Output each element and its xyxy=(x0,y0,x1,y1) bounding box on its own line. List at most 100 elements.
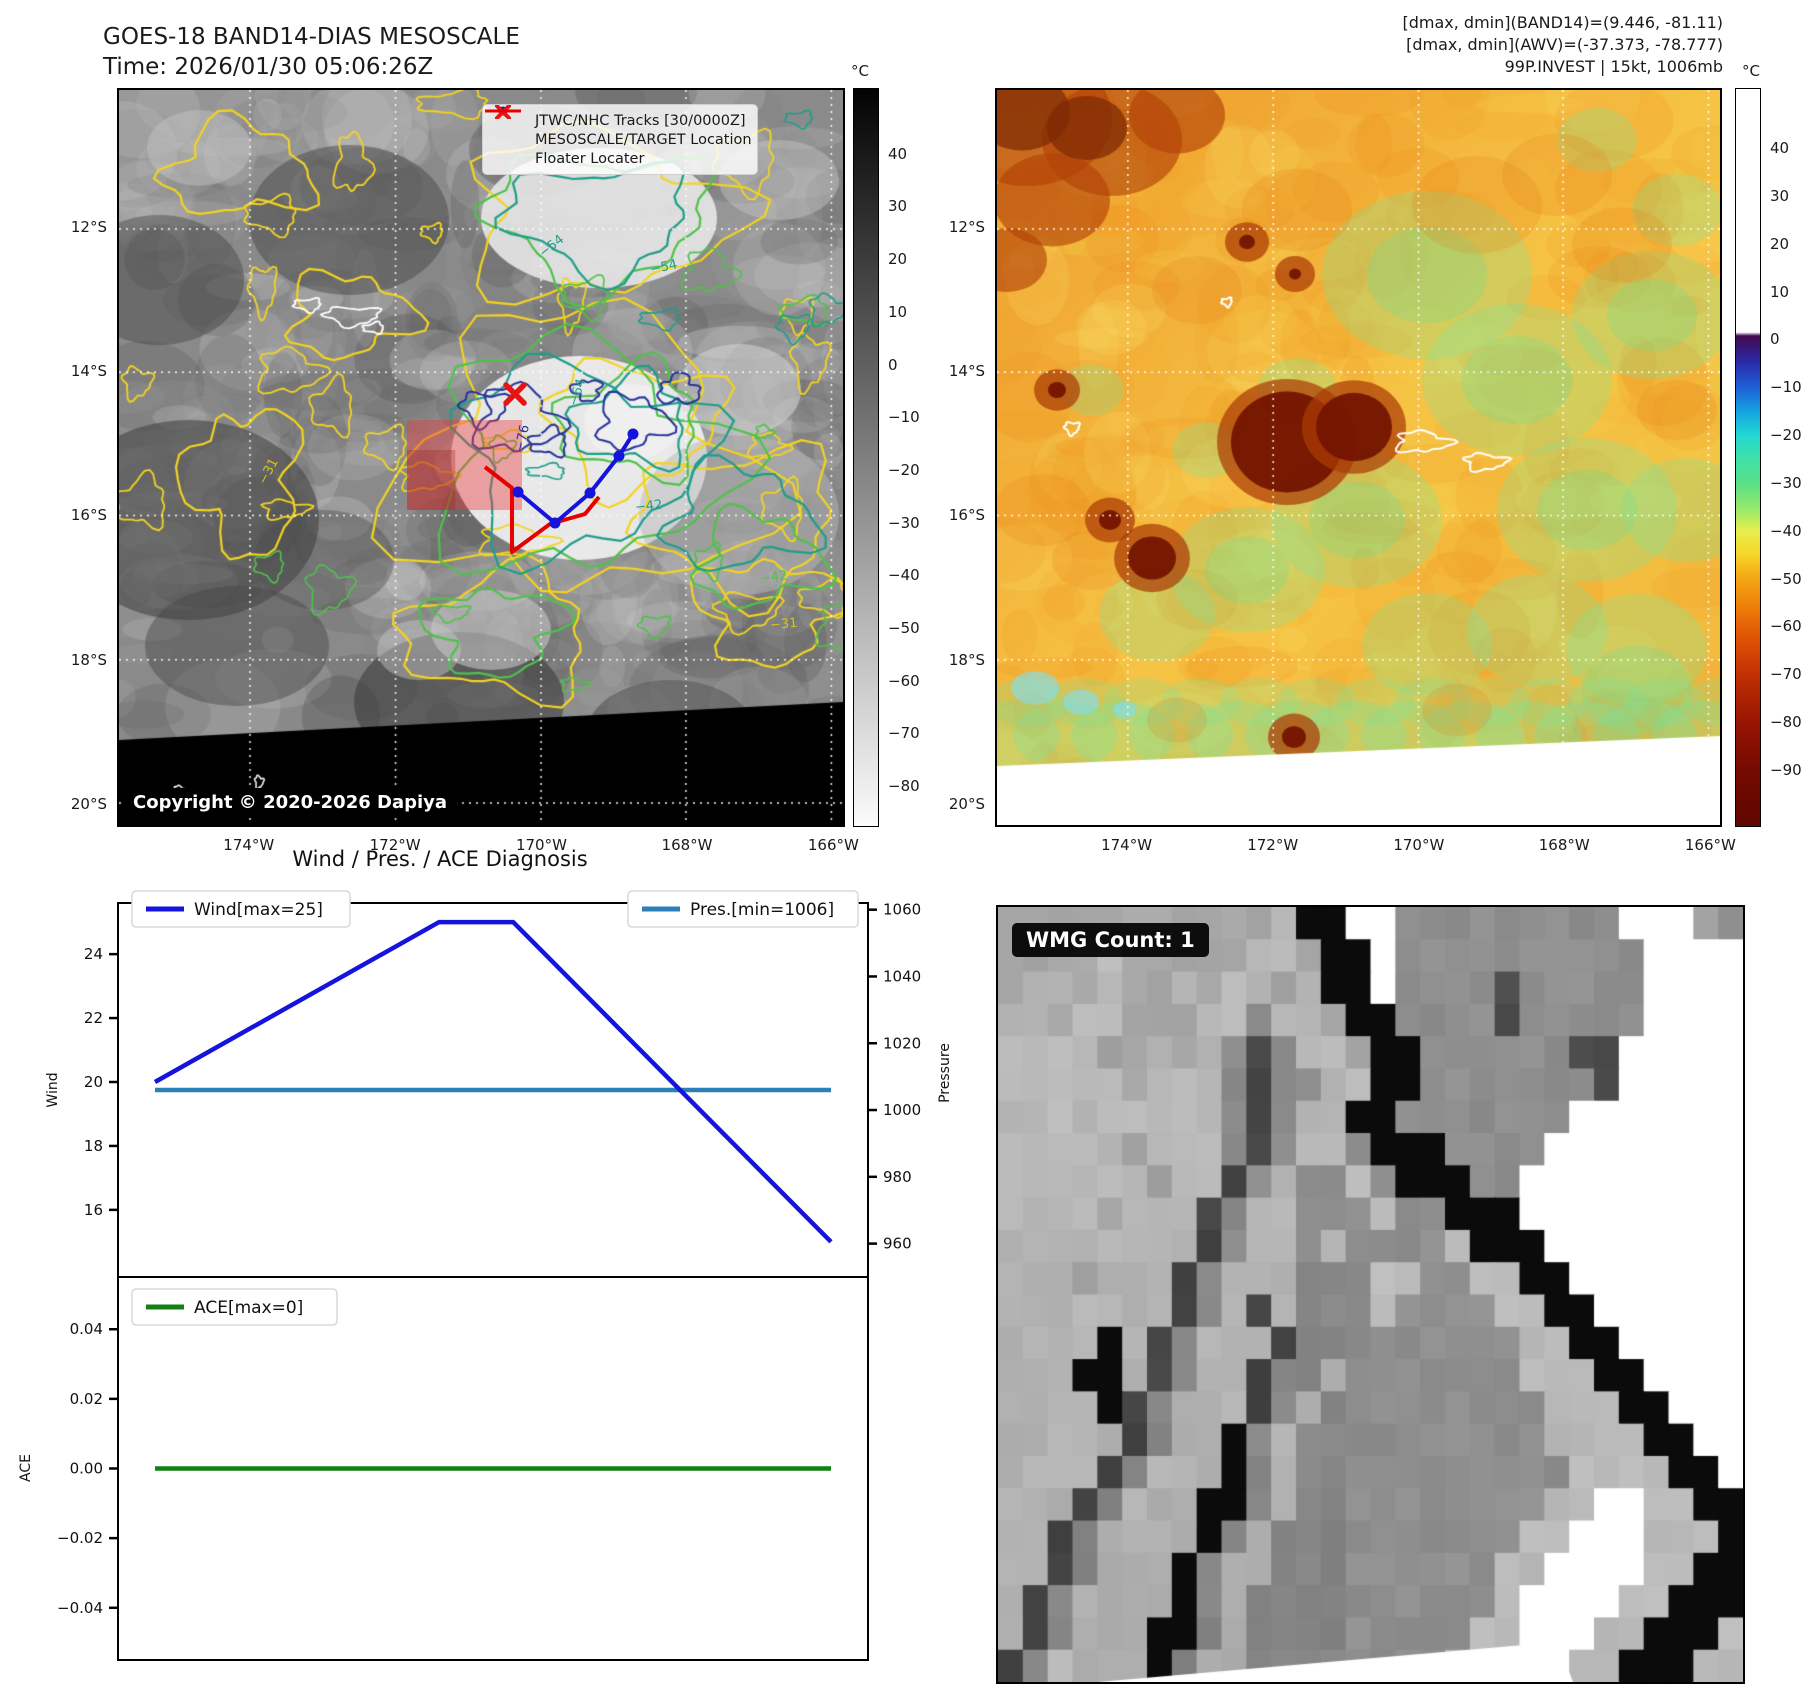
invest-status: 99P.INVEST | 15kt, 1006mb xyxy=(1504,57,1723,76)
colorbar2-unit: °C xyxy=(1742,62,1760,80)
ace-axis-label: ACE xyxy=(18,1454,34,1482)
copyright-watermark: Copyright © 2020-2026 Dapiya xyxy=(123,788,458,817)
pressure-tick-label: 1060 xyxy=(883,901,921,919)
wv-colorbar-tick: −50 xyxy=(1770,569,1802,588)
wv-colorbar-tick: −30 xyxy=(1770,473,1802,492)
page-title: GOES-18 BAND14-DIAS MESOSCALE xyxy=(103,24,520,50)
pressure-tick-label: 980 xyxy=(883,1168,912,1186)
wv-map-panel xyxy=(995,88,1722,827)
wv-colorbar-tick: −70 xyxy=(1770,665,1802,684)
wv-colorbar-tick: 0 xyxy=(1770,330,1780,349)
lon-tick-label: 172°W xyxy=(369,836,421,854)
pres-legend-box xyxy=(627,890,859,928)
target-x-marker xyxy=(503,382,527,406)
legend-item: Floater Locater xyxy=(485,109,747,168)
wv-colorbar-tick: 20 xyxy=(1770,234,1790,253)
wv-colorbar-tick: 40 xyxy=(1770,139,1790,158)
lat-tick-label: 20°S xyxy=(70,794,107,813)
wv-colorbar-tick: −90 xyxy=(1770,760,1802,779)
map-legend: JTWC/NHC Tracks [30/0000Z] MESOSCALE/TARG… xyxy=(482,104,758,175)
jtwc-track-line xyxy=(516,432,635,525)
lat-tick-label: 14°S xyxy=(948,361,985,380)
floater-path xyxy=(483,465,601,554)
wv-colorbar-tick: −20 xyxy=(1770,426,1802,445)
wind-axis-label: Wind xyxy=(45,1072,61,1107)
pressure-tick-label: 1000 xyxy=(883,1101,921,1119)
pressure-tick-label: 1020 xyxy=(883,1034,921,1052)
wind-tick-label: 24 xyxy=(84,945,103,963)
ace-tick-label: 0.00 xyxy=(70,1460,103,1478)
wind-tick-label: 20 xyxy=(84,1073,103,1091)
wv-colorbar-tick: 10 xyxy=(1770,282,1790,301)
wmg-panel: WMG Count: 1 xyxy=(996,905,1745,1684)
wv-colorbar xyxy=(1735,88,1761,827)
legend-item: JTWC/NHC Tracks [30/0000Z] xyxy=(485,106,747,130)
pressure-tick-label: 1040 xyxy=(883,967,921,985)
wv-satellite-image xyxy=(997,90,1720,825)
timestamp: Time: 2026/01/30 05:06:26Z xyxy=(103,54,434,80)
track-point-marker xyxy=(512,486,524,498)
ir-colorbar-tick: −40 xyxy=(888,566,920,585)
legend-item-label: Floater Locater xyxy=(535,150,645,167)
ir-colorbar-tick: −20 xyxy=(888,460,920,479)
ir-map-panel: −54 −54 −64 −76 −42 −42 −31 −31 JTWC/NHC Tracks… xyxy=(117,88,845,827)
wind-legend-box xyxy=(131,890,351,928)
lon-tick-label: 166°W xyxy=(807,836,859,854)
lon-tick-label: 168°W xyxy=(1538,836,1590,854)
lat-tick-label: 16°S xyxy=(948,505,985,524)
wv-colorbar-tick: −60 xyxy=(1770,617,1802,636)
wind-tick-label: 18 xyxy=(84,1137,103,1155)
ir-colorbar-tick: 20 xyxy=(888,250,908,269)
lat-tick-label: 12°S xyxy=(70,217,107,236)
track-overlay xyxy=(407,382,639,554)
legend-item: MESOSCALE/TARGET Location xyxy=(491,105,752,149)
lon-tick-label: 170°W xyxy=(1393,836,1445,854)
ir-colorbar-tick: −30 xyxy=(888,513,920,532)
lat-tick-label: 20°S xyxy=(948,794,985,813)
pressure-axis-label: Pressure xyxy=(937,1043,953,1103)
wind-legend-label: Wind[max=25] xyxy=(194,900,323,920)
wind-tick-label: 16 xyxy=(84,1201,103,1219)
sector-shade xyxy=(407,450,456,510)
wmg-image xyxy=(998,907,1743,1682)
pres-legend-label: Pres.[min=1006] xyxy=(690,900,834,920)
wv-colorbar-tick: −10 xyxy=(1770,378,1802,397)
wv-colorbar-tick: −80 xyxy=(1770,712,1802,731)
ace-plot-frame xyxy=(117,1276,869,1661)
wmg-count-badge: WMG Count: 1 xyxy=(1012,923,1209,957)
ir-colorbar xyxy=(853,88,879,827)
lat-tick-label: 14°S xyxy=(70,361,107,380)
figure-title-block: GOES-18 BAND14-DIAS MESOSCALE Time: 2026… xyxy=(103,22,520,82)
lat-tick-label: 16°S xyxy=(70,505,107,524)
lat-tick-label: 18°S xyxy=(948,650,985,669)
dmax-dmin-band14: [dmax, dmin](BAND14)=(9.446, -81.11) xyxy=(1402,13,1724,32)
ir-colorbar-tick: −10 xyxy=(888,408,920,427)
colorbar1-unit: °C xyxy=(851,62,869,80)
lat-tick-label: 18°S xyxy=(70,650,107,669)
track-point-marker xyxy=(549,517,561,529)
lon-tick-label: 174°W xyxy=(223,836,275,854)
contour-value-label: −42 xyxy=(634,497,664,516)
pressure-tick-label: 960 xyxy=(883,1235,912,1253)
ir-colorbar-tick: −70 xyxy=(888,724,920,743)
lat-tick-label: 12°S xyxy=(948,217,985,236)
lon-tick-label: 168°W xyxy=(661,836,713,854)
track-point-marker xyxy=(584,487,596,499)
mesoscale-sector-box xyxy=(407,420,522,510)
ir-colorbar-tick: −50 xyxy=(888,618,920,637)
legend-item-label: MESOSCALE/TARGET Location xyxy=(535,131,752,148)
ir-colorbar-tick: 40 xyxy=(888,144,908,163)
lon-tick-label: 166°W xyxy=(1684,836,1736,854)
lon-tick-label: 174°W xyxy=(1101,836,1153,854)
ir-colorbar-tick: 30 xyxy=(888,197,908,216)
ir-colorbar-tick: 10 xyxy=(888,302,908,321)
ir-colorbar-tick: −80 xyxy=(888,777,920,796)
wv-colorbar-tick: −40 xyxy=(1770,521,1802,540)
ace-legend-label: ACE[max=0] xyxy=(194,1298,303,1318)
ace-tick-label: −0.02 xyxy=(57,1529,103,1547)
contour-value-label: −31 xyxy=(769,615,799,634)
wind-line xyxy=(153,919,833,1244)
ir-colorbar-tick: 0 xyxy=(888,355,898,374)
wind-tick-label: 22 xyxy=(84,1009,103,1027)
ace-tick-label: 0.02 xyxy=(70,1390,103,1408)
